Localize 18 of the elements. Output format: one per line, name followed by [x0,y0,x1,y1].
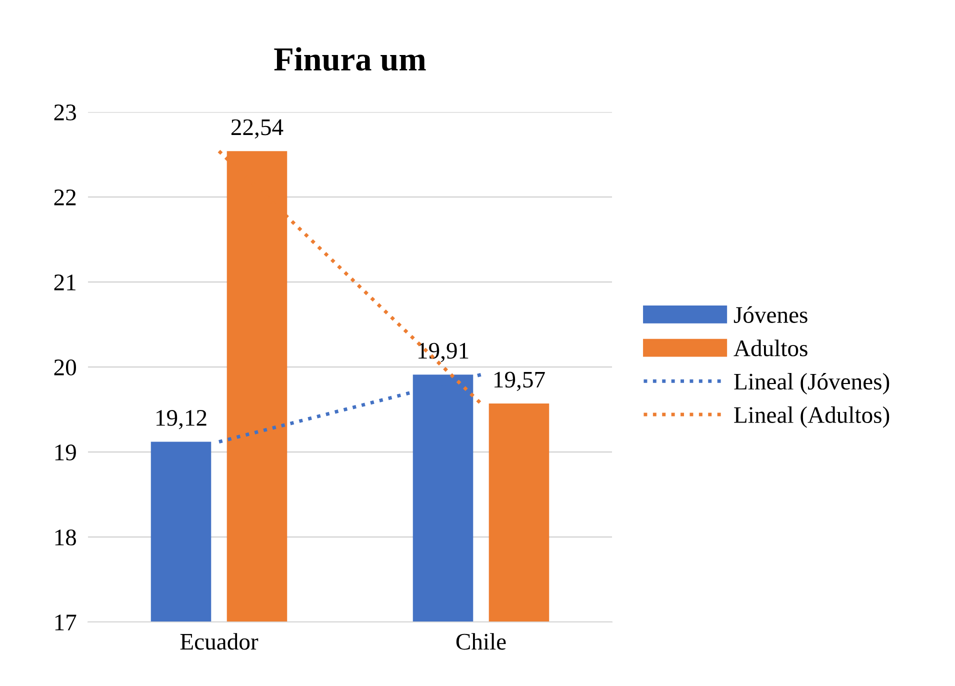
data-label: 19,57 [494,372,545,392]
y-tick-label: 17 [55,614,76,630]
chart-title: Finura um [274,47,426,71]
x-tick-label: Chile [456,633,506,650]
legend-label: Adultos [734,340,808,356]
x-tick-label: Ecuador [180,633,258,650]
data-label: 22,54 [231,119,284,139]
y-tick-label: 23 [54,104,76,120]
y-tick-label: 22 [54,190,76,206]
data-label: 19,12 [156,410,206,430]
y-tick-label: 21 [54,274,76,290]
legend-label: Jóvenes [734,306,808,323]
y-tick-label: 19 [55,444,76,460]
data-label: 19,91 [418,342,468,362]
y-tick-label: 18 [55,529,76,546]
y-tick-label: 20 [54,359,76,376]
legend-label: Lineal (Jóvenes) [734,373,890,394]
legend-label: Lineal (Adultos) [734,406,890,428]
